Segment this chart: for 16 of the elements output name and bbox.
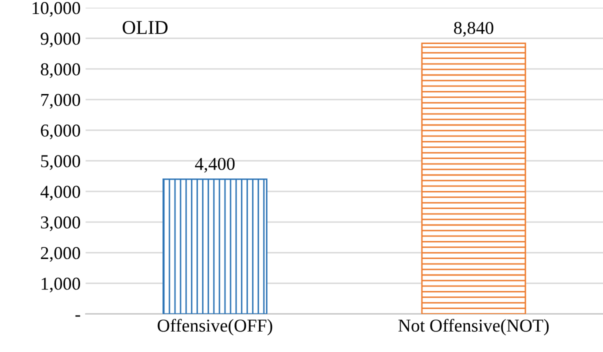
y-tick-label: 2,000 [40, 246, 80, 262]
y-tick-label: - [75, 315, 80, 317]
text: OLID [122, 20, 168, 34]
data-label: 8,840 [454, 22, 494, 37]
data-label: 4,400 [195, 158, 235, 173]
y-tick-label: 3,000 [41, 216, 80, 232]
y-tick-label: 10,000 [32, 2, 80, 17]
x-tick-label: Offensive(OFF) [158, 318, 272, 336]
y-tick-label: 1,000 [42, 278, 80, 292]
y-tick-label: 5,000 [41, 155, 80, 170]
y-tick-label: 9,000 [40, 32, 80, 48]
y-tick-label: 8,000 [40, 63, 80, 78]
y-tick-label: 4,000 [40, 186, 80, 201]
y-tick-label: 6,000 [40, 124, 80, 140]
x-tick-label: Not Offensive(NOT) [398, 318, 549, 336]
y-tick-label: 7,000 [41, 94, 80, 109]
